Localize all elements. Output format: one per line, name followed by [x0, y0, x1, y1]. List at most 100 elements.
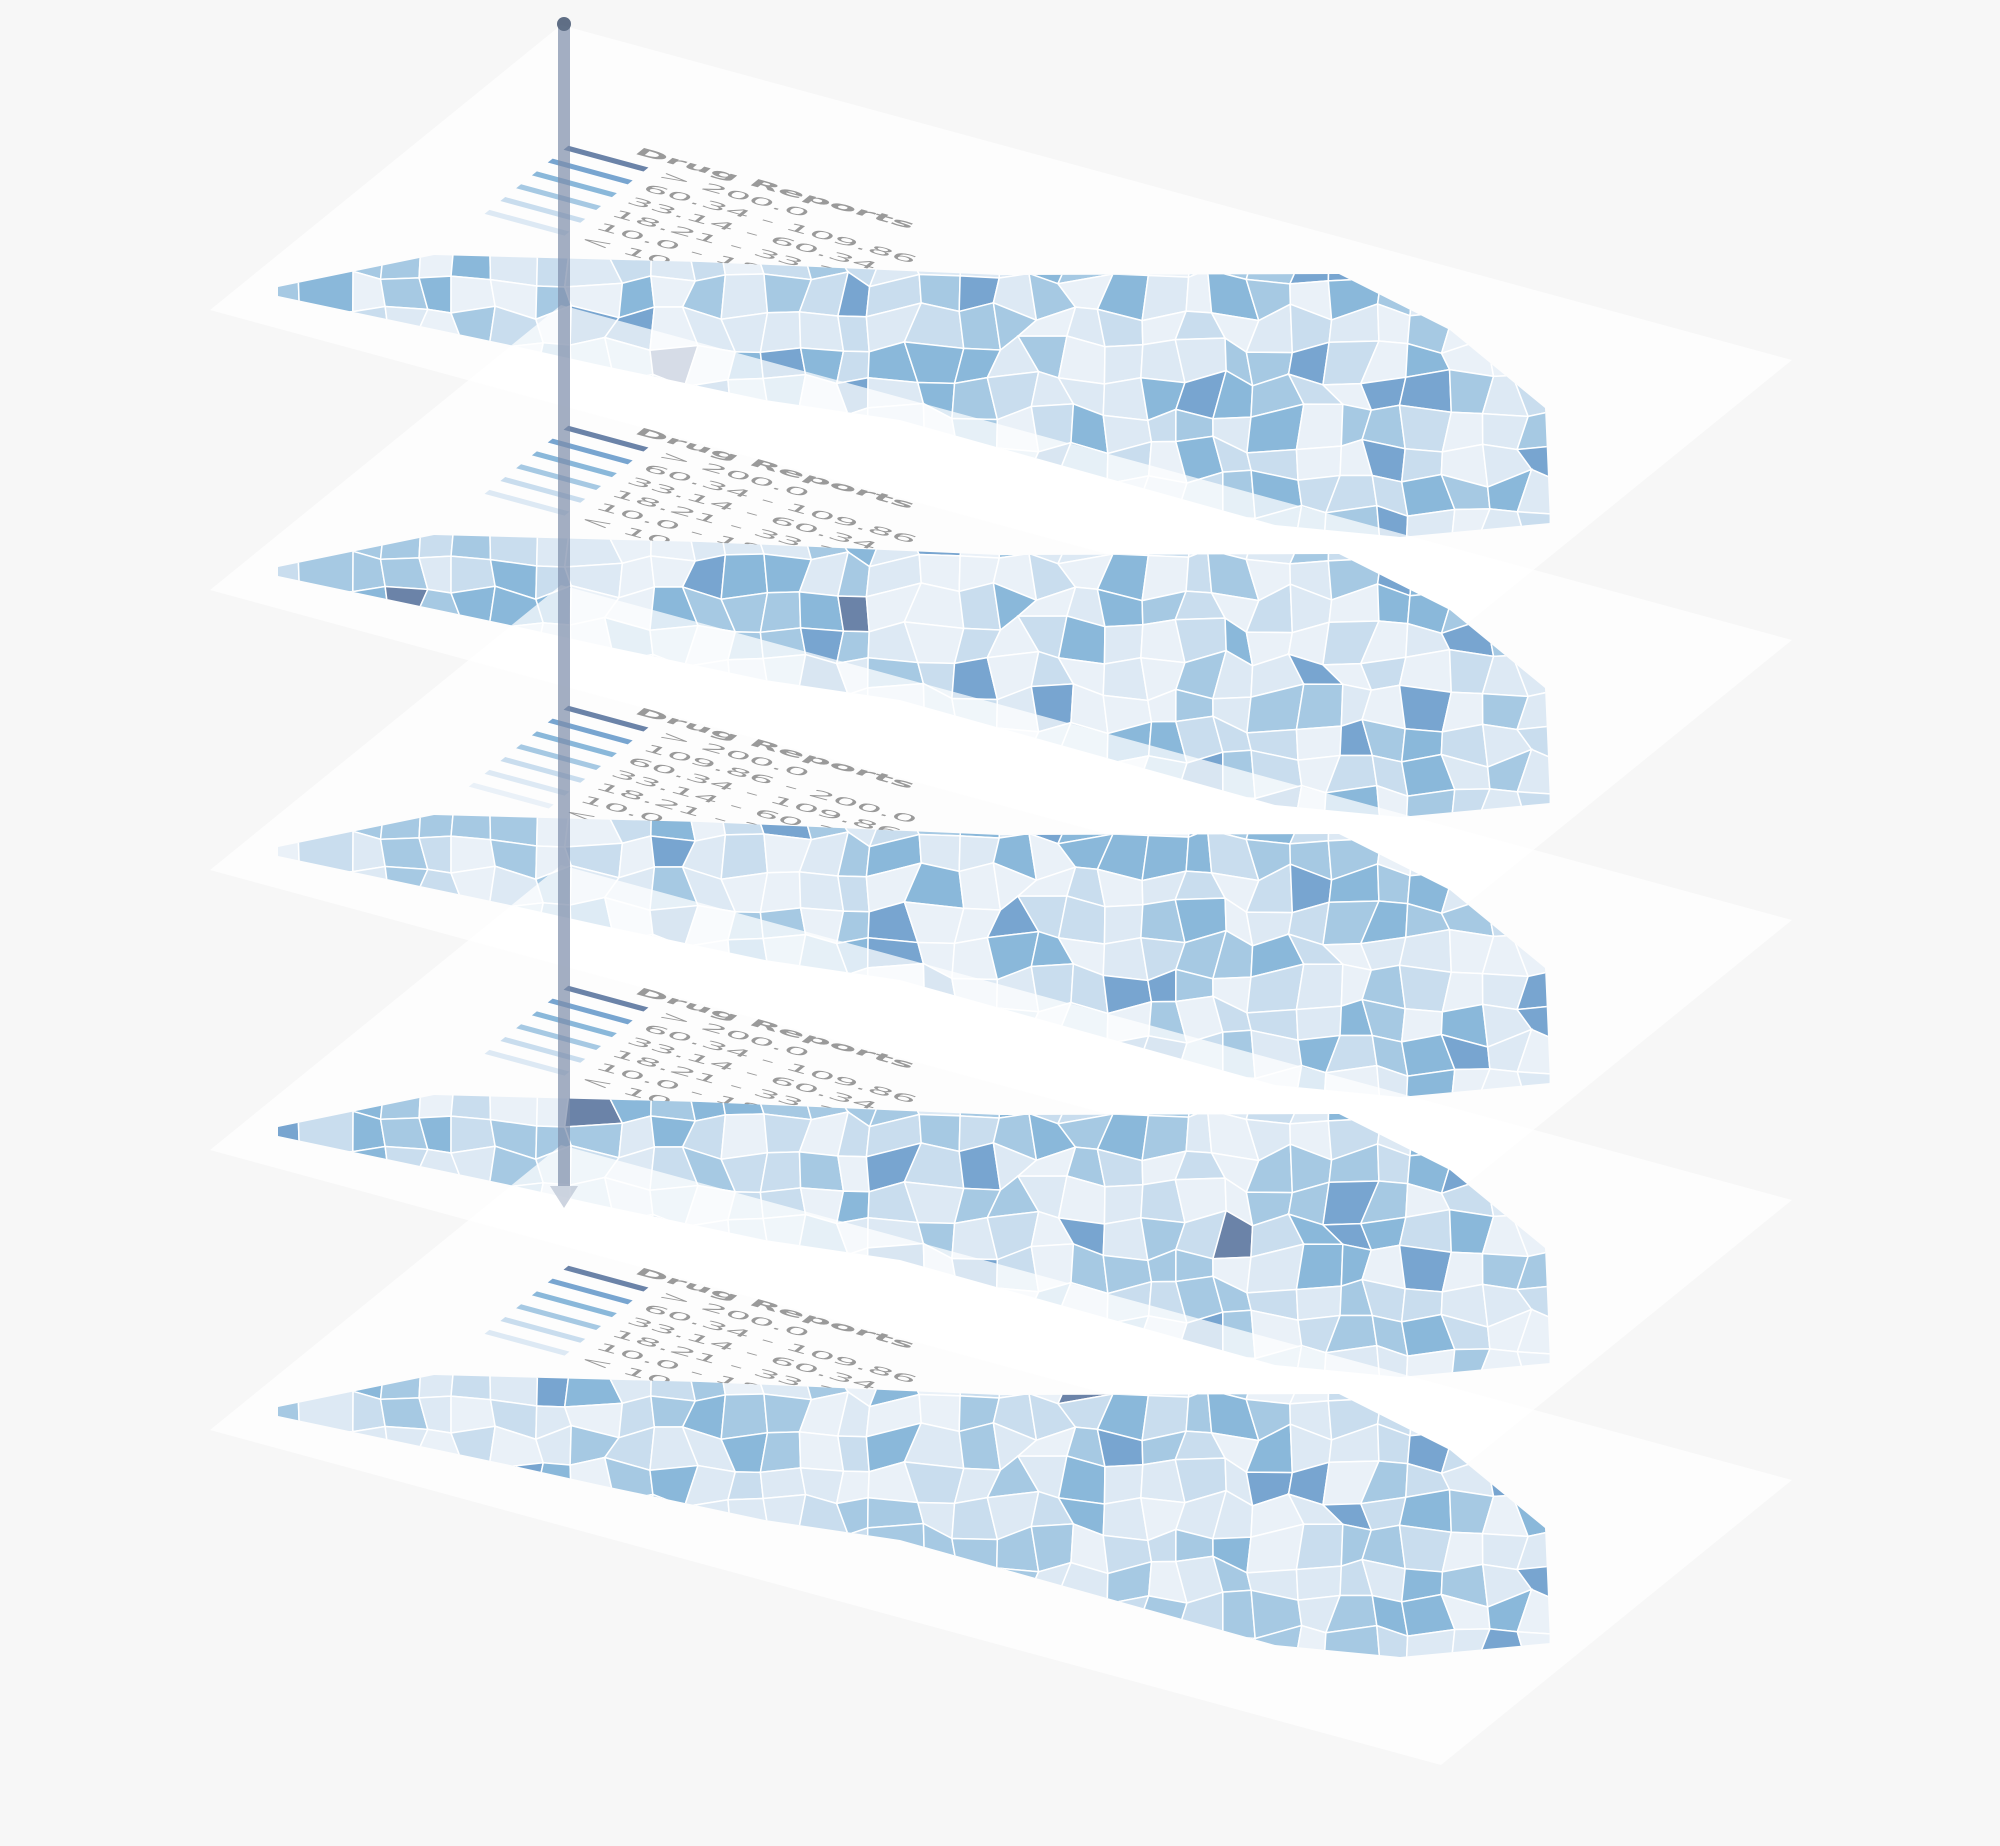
county — [383, 1591, 420, 1638]
county — [720, 1393, 769, 1441]
legend-swatch — [484, 1329, 570, 1356]
county — [1295, 1005, 1343, 1041]
county — [523, 1523, 585, 1563]
county — [296, 1253, 356, 1290]
county — [278, 719, 307, 760]
county — [349, 1208, 385, 1258]
legend-swatch — [563, 705, 649, 732]
county — [1295, 1523, 1344, 1571]
county — [1295, 963, 1344, 1011]
county — [1405, 1348, 1456, 1377]
county — [1295, 403, 1344, 451]
county — [278, 930, 308, 976]
county — [278, 966, 308, 1010]
county — [349, 1488, 385, 1538]
county — [1450, 1628, 1491, 1657]
county — [379, 1630, 421, 1657]
county — [637, 1622, 693, 1657]
county — [298, 1208, 355, 1256]
county — [352, 693, 382, 729]
legend-swatch — [531, 731, 617, 758]
county — [278, 1032, 307, 1076]
legend-swatch — [563, 145, 649, 172]
county — [762, 1599, 811, 1636]
county — [1477, 255, 1533, 282]
county — [278, 1210, 308, 1256]
arrow-head — [550, 1186, 578, 1208]
county — [278, 1175, 317, 1225]
county — [352, 1253, 382, 1289]
county — [296, 973, 356, 1010]
county — [1375, 1624, 1409, 1657]
county — [352, 413, 382, 449]
county — [458, 1566, 502, 1601]
county — [714, 1591, 770, 1632]
county — [759, 1431, 802, 1474]
county — [720, 1113, 769, 1161]
county — [278, 1455, 317, 1505]
legend-swatch — [468, 782, 554, 809]
county — [720, 273, 769, 321]
county — [296, 1533, 356, 1570]
county — [792, 1633, 845, 1657]
county — [798, 591, 845, 632]
county — [1516, 686, 1550, 731]
legend-swatch — [531, 451, 617, 478]
county — [1405, 788, 1456, 817]
county — [352, 973, 382, 1009]
county — [759, 591, 802, 634]
county — [298, 368, 355, 416]
legend-swatch — [484, 489, 570, 516]
county — [375, 1558, 427, 1599]
county — [565, 1593, 613, 1638]
county — [296, 693, 356, 730]
county — [866, 1496, 925, 1529]
county — [798, 1431, 845, 1472]
county — [1450, 788, 1491, 817]
county — [682, 1591, 729, 1633]
county — [278, 1490, 308, 1536]
county — [278, 1312, 307, 1356]
legend-swatch — [516, 1304, 602, 1330]
county — [602, 1557, 648, 1599]
county — [278, 650, 308, 696]
county — [1516, 406, 1550, 451]
county — [278, 472, 307, 516]
county — [645, 1596, 693, 1630]
county — [608, 1622, 660, 1657]
county — [1295, 683, 1344, 731]
county — [296, 1006, 357, 1040]
county — [278, 370, 308, 416]
county — [424, 1524, 461, 1569]
county — [486, 1523, 548, 1573]
county — [527, 1602, 576, 1638]
county — [296, 1286, 357, 1320]
county — [349, 368, 385, 418]
county — [1520, 255, 1550, 282]
county — [759, 311, 802, 354]
county — [799, 1599, 848, 1639]
county — [375, 1535, 433, 1564]
county — [798, 1151, 845, 1192]
county — [450, 1523, 502, 1573]
county — [278, 1625, 315, 1657]
legend-swatch — [563, 985, 649, 1012]
county — [836, 1435, 871, 1473]
county — [645, 1557, 688, 1606]
county — [278, 1279, 307, 1320]
legend-swatch — [563, 425, 649, 452]
county — [1295, 725, 1343, 761]
county — [717, 1629, 770, 1657]
county — [380, 935, 433, 978]
county — [488, 1622, 546, 1657]
county — [1405, 1628, 1456, 1657]
county — [495, 1598, 546, 1628]
county — [300, 1595, 343, 1631]
county — [278, 686, 308, 730]
county — [1515, 723, 1550, 762]
county — [278, 406, 308, 450]
county — [1295, 1285, 1343, 1321]
county — [278, 999, 307, 1040]
